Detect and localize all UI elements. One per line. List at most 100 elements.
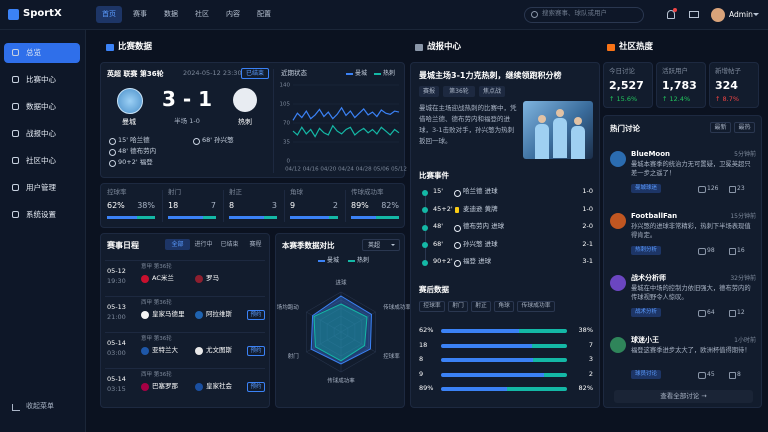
- nav-item[interactable]: 首页: [102, 10, 116, 18]
- mail-icon[interactable]: [689, 11, 699, 18]
- menu-item[interactable]: 比赛中心: [4, 70, 80, 90]
- stat-away: 2: [332, 201, 338, 210]
- menu-icon: [12, 76, 19, 83]
- timeline-dot: [422, 259, 428, 266]
- divider: [223, 190, 224, 222]
- sort-tab[interactable]: 最热: [734, 122, 755, 133]
- legend-swatch: [346, 73, 353, 75]
- filter-tab[interactable]: 进行中: [194, 241, 213, 248]
- post-user[interactable]: 战术分析师: [631, 274, 666, 282]
- menu-item[interactable]: 系统设置: [4, 205, 80, 225]
- kpi-value: 2,527: [609, 79, 644, 92]
- kpi-change: ↑ 12.4%: [662, 95, 691, 103]
- sort-tab[interactable]: 最新: [710, 122, 731, 133]
- caret: [753, 13, 759, 19]
- team-icon: [195, 275, 203, 283]
- report-tag[interactable]: 第36轮: [443, 86, 475, 97]
- card-title: 赛事日程: [107, 241, 139, 250]
- post-user[interactable]: FootballFan: [631, 212, 678, 220]
- like-icon: [729, 372, 736, 379]
- nav-item[interactable]: 内容: [226, 10, 240, 18]
- filter-tab[interactable]: 全部: [165, 239, 190, 250]
- kpi-label: 今日讨论: [609, 67, 635, 75]
- avatar[interactable]: [711, 8, 725, 22]
- match-date: 05-13: [107, 303, 126, 311]
- stat-tab[interactable]: 角球: [494, 301, 514, 312]
- report-tag[interactable]: 赛报: [419, 86, 439, 97]
- stat-tab[interactable]: 控球率: [419, 301, 445, 312]
- post-tag[interactable]: 球员讨论: [631, 370, 662, 379]
- team-name: 亚特兰大: [152, 346, 178, 354]
- user-avatar[interactable]: [610, 275, 626, 291]
- radar-axis-label: 控球率: [383, 352, 400, 360]
- like-count: 8: [737, 370, 741, 378]
- filter-tab[interactable]: 已结束: [220, 241, 239, 248]
- team-name: 热刺: [238, 118, 252, 126]
- score: 3 - 1: [161, 87, 213, 111]
- menu-item[interactable]: 数据中心: [4, 97, 80, 117]
- reserve-button[interactable]: 预约: [247, 346, 265, 356]
- chart-title: 近期状态: [281, 69, 307, 77]
- status-badge: 已结束: [241, 68, 269, 79]
- nav-item[interactable]: 赛事: [133, 10, 147, 18]
- user-avatar[interactable]: [610, 213, 626, 229]
- x-tick-label: 04/20: [320, 167, 336, 173]
- stat-tab[interactable]: 射正: [471, 301, 491, 312]
- nav-item[interactable]: 配置: [257, 10, 271, 18]
- section-title: 比赛数据: [118, 42, 153, 52]
- stat-bar-away: [531, 343, 567, 348]
- menu-label: 社区中心: [26, 156, 56, 165]
- stat-tab[interactable]: 传球成功率: [517, 301, 555, 312]
- stat-away: 38%: [137, 201, 155, 210]
- y-tick-label: 70: [283, 121, 290, 127]
- match-time: 19:30: [107, 277, 126, 285]
- post-tag[interactable]: 热刺分析: [631, 246, 662, 255]
- kpi-label: 活跃用户: [662, 67, 688, 75]
- team-name: 巴塞罗那: [152, 382, 178, 390]
- post-user[interactable]: BlueMoon: [631, 150, 671, 158]
- comment-icon: [698, 248, 706, 255]
- user-name[interactable]: Admin: [729, 10, 753, 19]
- reserve-button[interactable]: 预约: [247, 382, 265, 392]
- menu-item[interactable]: 战报中心: [4, 124, 80, 144]
- post-tag[interactable]: 曼城球迷: [631, 184, 662, 193]
- view-all-button[interactable]: 查看全部讨论 →: [614, 390, 753, 403]
- radar-axis-label: 进球: [335, 279, 347, 287]
- nav-item[interactable]: 数据: [164, 10, 178, 18]
- line-series: [292, 106, 400, 121]
- divider: [162, 190, 163, 222]
- match-event: 48' 德布劳内: [118, 147, 157, 155]
- stat-name: 传球成功率: [351, 188, 384, 196]
- stat-bar-away: [329, 216, 338, 219]
- nav-item[interactable]: 社区: [195, 10, 209, 18]
- post-time: 5分钟前: [734, 151, 756, 158]
- collapse-menu[interactable]: 收起菜单: [26, 402, 54, 410]
- chart-title: 本赛季数据对比: [282, 241, 335, 250]
- stat-bar-home: [441, 372, 545, 377]
- team-name: 皇家社会: [206, 382, 232, 390]
- reserve-button[interactable]: 预约: [247, 310, 265, 320]
- stat-tab[interactable]: 射门: [448, 301, 468, 312]
- post-text: 曼城本赛季的统治力无可置疑，卫冕英超只差一步之遥了！: [631, 161, 751, 177]
- post-tag[interactable]: 战术分析: [631, 308, 662, 317]
- x-tick-label: 05/12: [391, 167, 407, 173]
- search-box[interactable]: [524, 7, 644, 23]
- menu-item[interactable]: 用户管理: [4, 178, 80, 198]
- post-user[interactable]: 球迷小王: [631, 336, 659, 344]
- league-select[interactable]: 英超: [362, 239, 400, 251]
- stat-bar-home: [229, 216, 264, 219]
- event-score: 2-0: [582, 222, 593, 230]
- menu-label: 比赛中心: [26, 75, 56, 84]
- filter-tab[interactable]: 赛程: [249, 241, 262, 248]
- stat-bar-home: [107, 216, 137, 219]
- user-avatar[interactable]: [610, 337, 626, 353]
- notification-icon[interactable]: [667, 10, 675, 19]
- legend-swatch: [374, 73, 381, 75]
- menu-item[interactable]: 总览: [4, 43, 80, 63]
- report-tag[interactable]: 焦点战: [479, 86, 505, 97]
- match-league: 英超 联赛 第36轮: [107, 70, 164, 78]
- menu-item[interactable]: 社区中心: [4, 151, 80, 171]
- line-chart: 0 35 70 105 140 04/12 04/16 04/20 04/24 04/28 05/0…: [280, 83, 407, 173]
- user-avatar[interactable]: [610, 151, 626, 167]
